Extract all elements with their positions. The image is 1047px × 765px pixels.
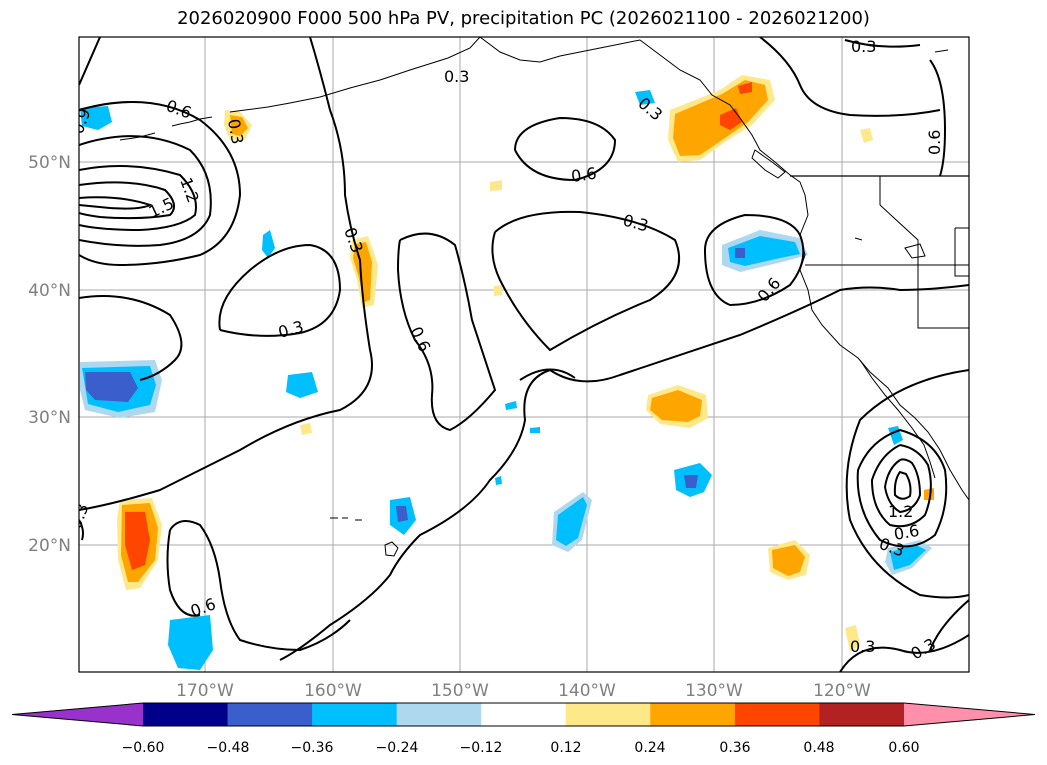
colorbar-tick: −0.24 — [376, 740, 419, 756]
colorbar-tick: 0.12 — [550, 740, 581, 756]
colorbar-segment — [396, 703, 482, 726]
contour-label: 0.6 — [892, 521, 920, 544]
contour-label: 1.2 — [888, 502, 913, 521]
colorbar-tick-labels: −0.60 −0.48 −0.36 −0.24 −0.12 0.12 0.24 … — [122, 740, 920, 756]
lon-label: 120°W — [813, 681, 871, 701]
map-area — [79, 37, 969, 672]
colorbar-extend-max — [904, 703, 1035, 726]
colorbar-segment — [734, 703, 820, 726]
contour-label: 0.3 — [850, 637, 875, 656]
lon-label: 130°W — [685, 681, 743, 701]
contour-label: 0.3 — [851, 37, 876, 56]
colorbar-tick: −0.12 — [460, 740, 503, 756]
lat-label: 40°N — [28, 281, 71, 301]
lat-label: 30°N — [28, 408, 71, 428]
colorbar-segment — [565, 703, 651, 726]
map-frame — [78, 36, 970, 673]
latitude-labels: 50°N 40°N 30°N 20°N — [28, 153, 71, 556]
map-title: 2026020900 F000 500 hPa PV, precipitatio… — [177, 8, 870, 29]
colorbar-tick: 0.60 — [888, 740, 919, 756]
colorbar-tick: −0.36 — [291, 740, 334, 756]
colorbar-segment — [143, 703, 229, 726]
contour-label: 0.6 — [925, 130, 944, 155]
lon-label: 170°W — [176, 681, 234, 701]
colorbar — [11, 702, 1036, 727]
colorbar-segment — [650, 703, 736, 726]
colorbar-tick: 0.36 — [719, 740, 750, 756]
colorbar-tick: 0.48 — [803, 740, 834, 756]
longitude-labels: 170°W 160°W 150°W 140°W 130°W 120°W — [176, 681, 871, 701]
colorbar-segment — [312, 703, 398, 726]
precipitation-shading — [80, 75, 934, 670]
lat-label: 20°N — [28, 536, 71, 556]
contour-label: 0.3 — [224, 117, 247, 145]
lat-label: 50°N — [28, 153, 71, 173]
colorbar-tick: 0.24 — [634, 740, 665, 756]
colorbar-segment — [819, 703, 905, 726]
lon-label: 150°W — [431, 681, 489, 701]
colorbar-segment — [227, 703, 313, 726]
lon-label: 160°W — [304, 681, 362, 701]
pv-contours — [79, 37, 969, 672]
colorbar-outline — [11, 702, 1036, 727]
colorbar-tick: −0.60 — [122, 740, 165, 756]
colorbar-tick: −0.48 — [207, 740, 250, 756]
contour-label: 0.6 — [570, 164, 598, 186]
contour-label: 0.3 — [444, 67, 469, 86]
lon-label: 140°W — [558, 681, 616, 701]
colorbar-segment — [481, 703, 567, 726]
colorbar-extend-min — [12, 703, 143, 726]
